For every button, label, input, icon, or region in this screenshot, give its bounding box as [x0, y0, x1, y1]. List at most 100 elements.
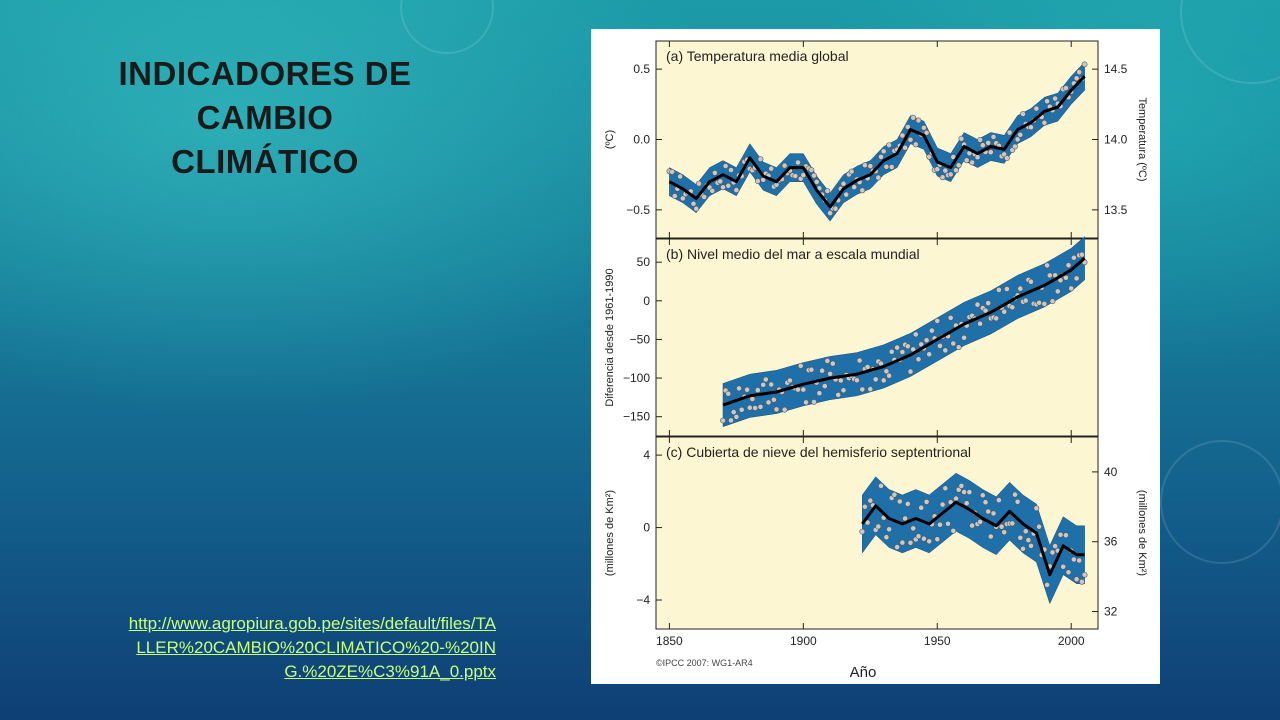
plot-area [655, 40, 1099, 239]
annual-observation-point [963, 157, 970, 164]
annual-observation-point [736, 385, 742, 392]
annual-observation-point [955, 486, 962, 493]
annual-observation-point [939, 174, 946, 181]
annual-observation-point [1057, 531, 1064, 538]
annual-observation-point [904, 343, 911, 350]
y-tick-label: 50 [637, 255, 651, 269]
y2-axis-label: (millones de Km²) [1136, 490, 1148, 576]
annual-observation-point [696, 180, 702, 187]
annual-observation-point [1078, 578, 1085, 585]
annual-observation-point [851, 184, 858, 190]
annual-observation-point [829, 360, 836, 367]
annual-observation-point [886, 526, 892, 533]
annual-observation-point [859, 528, 866, 535]
annual-observation-point [720, 417, 726, 424]
annual-observation-point [961, 489, 967, 495]
uncertainty-band [722, 236, 1085, 428]
annual-observation-point [883, 163, 890, 170]
y2-tick-label: 40 [1104, 465, 1118, 479]
annual-observation-point [690, 200, 697, 207]
annual-observation-point [958, 482, 965, 489]
annual-observation-point [993, 315, 1000, 322]
annual-observation-point [1009, 520, 1016, 527]
annual-observation-point [679, 195, 686, 202]
source-link[interactable]: http://www.agropiura.gob.pe/sites/defaul… [128, 614, 496, 681]
annual-observation-point [966, 489, 973, 495]
annual-observation-point [891, 491, 898, 498]
annual-observation-point [945, 520, 951, 527]
figure-credit: ©IPCC 2007: WG1-AR4 [656, 658, 753, 668]
annual-observation-point [824, 357, 831, 364]
annual-observation-point [744, 386, 750, 393]
annual-observation-point [942, 485, 949, 492]
annual-observation-point [1081, 571, 1088, 578]
annual-observation-point [985, 508, 992, 515]
annual-observation-point [754, 387, 761, 393]
annual-observation-point [853, 377, 860, 384]
annual-observation-point [915, 117, 922, 124]
annual-observation-point [725, 182, 732, 189]
annual-observation-point [896, 498, 903, 505]
annual-observation-point [808, 366, 815, 373]
annual-observation-point [888, 164, 895, 170]
annual-observation-point [867, 163, 874, 169]
annual-observation-point [987, 149, 994, 156]
annual-observation-point [1060, 563, 1067, 570]
annual-observation-point [883, 534, 890, 541]
decorative-ring [1160, 440, 1280, 564]
annual-observation-point [1076, 69, 1083, 75]
annual-observation-point [859, 386, 866, 393]
annual-observation-point [1017, 131, 1024, 138]
annual-observation-point [987, 533, 994, 540]
y-tick-label: −150 [623, 410, 650, 424]
y-tick-label: 0.0 [633, 133, 650, 147]
annual-observation-point [811, 399, 817, 405]
x-tick-label: 1950 [924, 634, 951, 648]
annual-observation-point [1017, 534, 1024, 541]
annual-observation-point [953, 495, 959, 502]
annual-observation-point [786, 377, 793, 384]
annual-observation-point [1028, 543, 1034, 549]
annual-observation-point [1033, 105, 1040, 112]
panel-title: (c) Cubierta de nieve del hemisferio sep… [666, 444, 971, 460]
annual-observation-point [709, 187, 716, 194]
annual-observation-point [934, 166, 941, 173]
annual-observation-point [934, 317, 941, 324]
y-tick-label: −4 [636, 593, 650, 607]
x-tick-label: 1850 [656, 634, 683, 648]
annual-observation-point [915, 533, 922, 540]
annual-observation-point [1001, 308, 1008, 315]
annual-observation-point [982, 499, 989, 506]
annual-observation-point [1046, 272, 1053, 279]
y-tick-label: −100 [623, 371, 650, 385]
annual-observation-point [910, 114, 917, 121]
annual-observation-point [1028, 278, 1034, 285]
annual-observation-point [963, 500, 970, 507]
annual-observation-point [728, 167, 734, 173]
annual-observation-point [1020, 545, 1026, 552]
annual-observation-point [1078, 251, 1085, 258]
annual-observation-point [813, 178, 820, 185]
annual-observation-point [904, 500, 911, 507]
annual-observation-point [947, 171, 954, 178]
annual-observation-point [883, 368, 890, 375]
annual-observation-point [1017, 285, 1024, 292]
annual-observation-point [918, 504, 925, 511]
annual-observation-point [902, 515, 908, 522]
annual-observation-point [1065, 262, 1072, 269]
annual-observation-point [977, 320, 983, 327]
annual-observation-point [757, 156, 764, 163]
annual-observation-point [733, 187, 740, 193]
annual-observation-point [942, 167, 949, 174]
annual-observation-point [1001, 529, 1008, 536]
annual-observation-point [878, 482, 884, 489]
annual-observation-point [958, 135, 965, 142]
annual-observation-point [912, 141, 919, 148]
annual-observation-point [781, 406, 788, 413]
annual-observation-point [912, 331, 919, 338]
annual-observation-point [1014, 136, 1021, 143]
smoothed-series-line [668, 75, 1086, 209]
annual-observation-point [894, 544, 900, 550]
annual-observation-point [861, 162, 868, 169]
annual-observation-point [730, 409, 737, 415]
